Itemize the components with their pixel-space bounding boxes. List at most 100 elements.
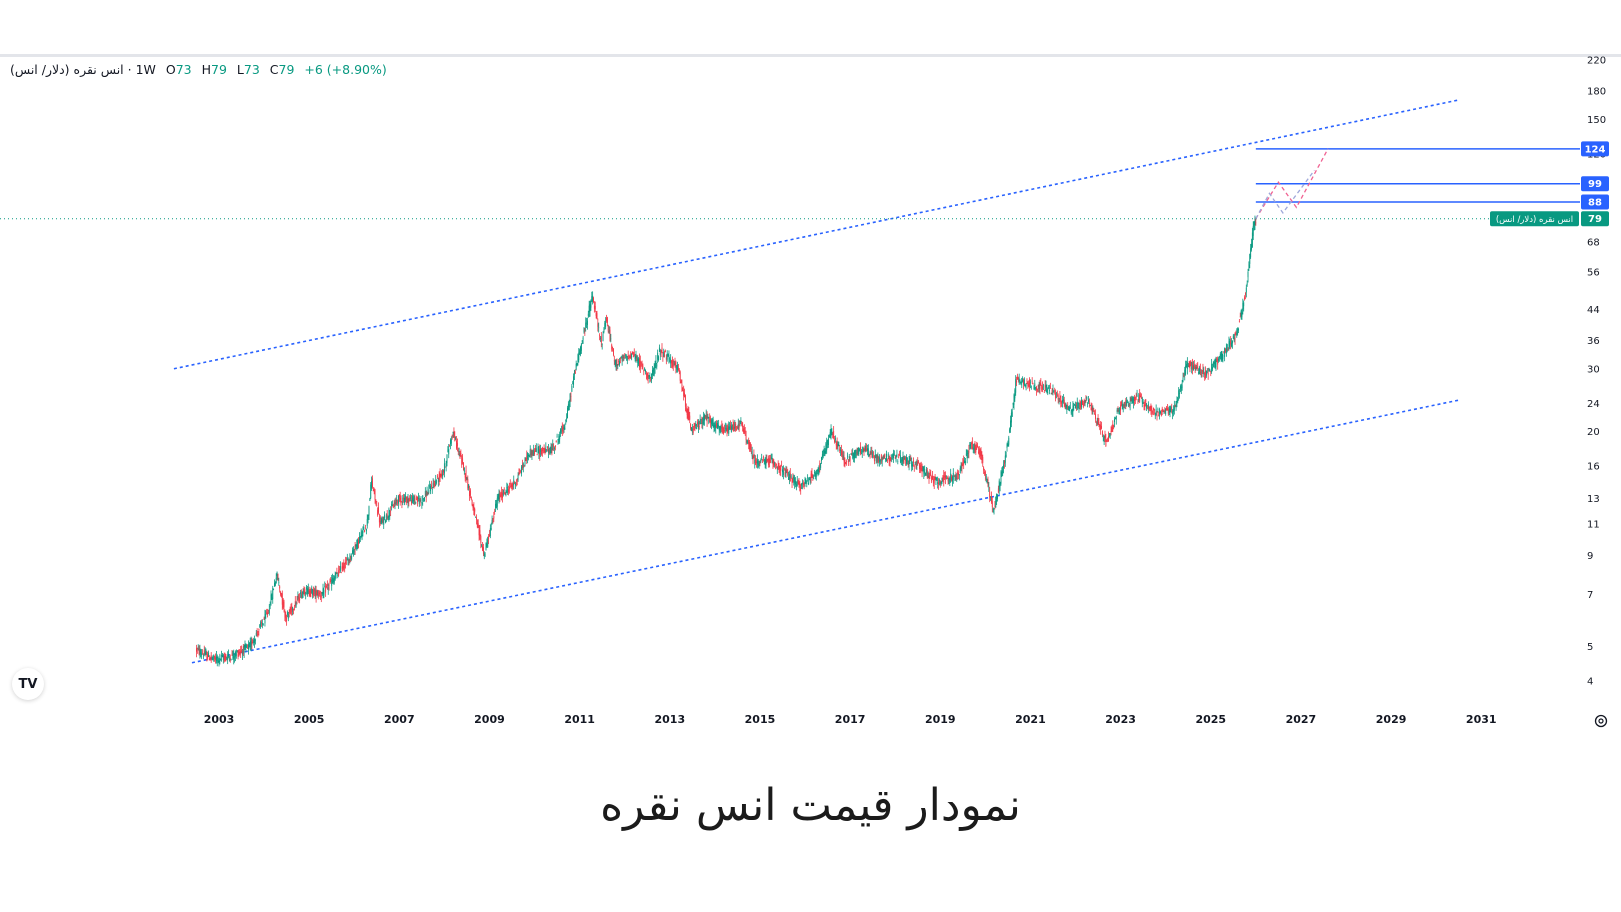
price-axis[interactable]: 220180150120685644363024201613119754: [1580, 56, 1621, 710]
candle: [206, 650, 208, 662]
candle: [198, 645, 200, 656]
close-label: C: [269, 62, 279, 77]
candle: [376, 500, 378, 507]
candle: [769, 454, 771, 464]
candle: [647, 371, 649, 384]
candle: [939, 480, 941, 488]
candle: [973, 443, 975, 455]
candle: [893, 449, 894, 463]
projection-path[interactable]: [1255, 169, 1315, 220]
candle: [692, 426, 694, 435]
candle: [703, 411, 705, 426]
candle: [994, 501, 996, 510]
candle: [485, 542, 487, 551]
candle: [1166, 403, 1168, 411]
candle: [914, 461, 916, 466]
candle: [608, 325, 610, 334]
candle: [876, 454, 878, 463]
candle: [375, 499, 377, 506]
candle: [466, 476, 468, 481]
candle: [1008, 435, 1010, 447]
candle: [221, 650, 223, 662]
candle: [652, 366, 653, 380]
candle: [1193, 360, 1195, 370]
candle: [984, 470, 986, 481]
candle: [214, 655, 216, 662]
candle: [1095, 409, 1096, 423]
candle: [670, 354, 672, 368]
x-tick-label: 2007: [384, 713, 415, 726]
candle: [1039, 379, 1041, 395]
candle: [594, 301, 596, 312]
candle: [833, 426, 835, 440]
candle: [458, 447, 460, 457]
projection-path[interactable]: [1255, 148, 1329, 220]
candle: [897, 459, 899, 465]
candle: [400, 495, 402, 503]
candle: [767, 458, 769, 463]
candle: [1165, 408, 1167, 416]
candle: [199, 644, 201, 659]
candle: [270, 590, 272, 606]
candle: [568, 399, 570, 411]
candle: [864, 445, 866, 452]
candle: [721, 420, 723, 433]
candle: [1058, 397, 1060, 405]
candle: [1231, 338, 1233, 348]
candle: [474, 507, 476, 517]
tradingview-logo[interactable]: TV: [12, 668, 44, 700]
candle: [497, 493, 499, 501]
candle: [857, 447, 859, 456]
change-value: +6 (+8.90%): [304, 62, 387, 77]
interval-label[interactable]: 1W: [135, 62, 156, 77]
candle: [700, 418, 702, 425]
symbol-name[interactable]: انس نقره (دلار/ انس): [10, 62, 124, 77]
candle: [479, 524, 481, 540]
candle: [610, 333, 612, 343]
candle: [332, 575, 334, 585]
candle: [1208, 367, 1210, 372]
candle: [1103, 435, 1105, 445]
candle: [905, 456, 907, 466]
svg-text:79: 79: [1588, 214, 1602, 225]
candle: [774, 461, 776, 468]
candle: [440, 473, 442, 478]
candle: [937, 476, 939, 489]
candle: [473, 502, 475, 516]
candle: [560, 428, 562, 437]
candle: [472, 503, 474, 511]
candle: [899, 450, 901, 464]
candle: [800, 483, 802, 495]
candle: [688, 407, 690, 421]
candle: [632, 351, 634, 358]
candle: [437, 477, 439, 487]
candle: [656, 362, 658, 370]
candle: [843, 451, 845, 467]
candle: [938, 478, 940, 486]
candle: [880, 458, 881, 465]
candle: [872, 450, 874, 459]
price-chart[interactable]: 220180150120685644363024201613119754 200…: [0, 0, 1621, 740]
candle: [1083, 398, 1085, 406]
candle: [997, 485, 999, 494]
candle: [1096, 417, 1098, 426]
candle: [514, 481, 516, 484]
candle: [599, 333, 601, 341]
candle: [1248, 261, 1250, 272]
candle: [1052, 384, 1054, 396]
price-axis-bg[interactable]: [1580, 57, 1621, 709]
candle: [814, 471, 816, 480]
candle: [377, 507, 379, 517]
time-axis[interactable]: 2003 2005 2007 2009 2011 2013 2015 2017 2019 2021…: [204, 713, 1497, 726]
chart-legend: انس نقره (دلار/ انس) · 1W O73 H79 L73 C7…: [10, 62, 387, 77]
candle: [896, 449, 898, 458]
candle: [1137, 398, 1139, 404]
candle: [753, 449, 755, 459]
candle: [554, 446, 555, 455]
settings-gear-icon[interactable]: [1594, 714, 1608, 728]
plot-area[interactable]: [0, 57, 1580, 709]
candle: [489, 529, 490, 537]
candle: [1247, 268, 1249, 283]
channel-upper-line[interactable]: [173, 99, 1459, 370]
candle: [943, 470, 945, 487]
